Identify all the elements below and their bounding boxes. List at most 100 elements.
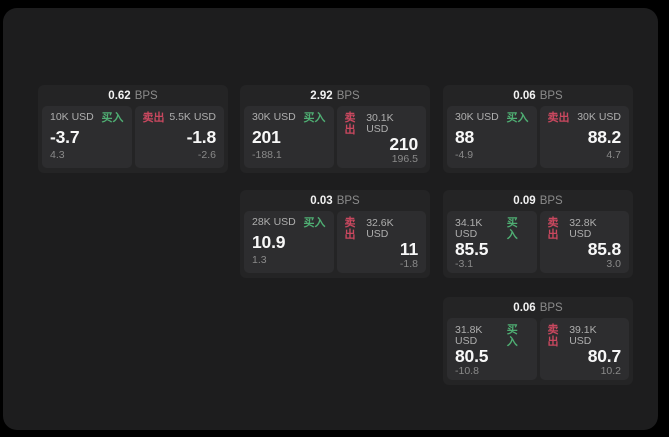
quote-tiles: 31.8K USD 买入 80.5 -10.8 卖出 39.1K USD 80.…	[443, 318, 633, 380]
buy-change-value: -188.1	[252, 149, 282, 162]
spread-card: 0.06 BPS 31.8K USD 买入 80.5 -10.8 卖出 39.1…	[443, 297, 633, 385]
sell-change-value: 196.5	[391, 152, 418, 165]
buy-size-label: 34.1K USD	[455, 216, 483, 241]
buy-size-label: 31.8K USD	[455, 323, 483, 348]
sell-top-row: 卖出 39.1K USD	[548, 324, 622, 348]
bps-unit-label: BPS	[336, 194, 360, 207]
bps-value: 0.06	[513, 301, 536, 314]
quote-tiles: 30K USD 买入 88 -4.9 卖出 30K USD 88.2 4.7	[443, 106, 633, 168]
buy-top-row: 28K USD 买入	[252, 217, 326, 229]
spread-card: 0.06 BPS 30K USD 买入 88 -4.9 卖出 30K USD 8…	[443, 85, 633, 173]
buy-price-value: -3.7	[50, 126, 80, 147]
spread-card: 0.62 BPS 10K USD 买入 -3.7 4.3 卖出 5.5K USD…	[38, 85, 228, 173]
sell-size-label: 39.1K USD	[569, 323, 597, 348]
bps-value: 0.62	[108, 89, 131, 102]
buy-change-value: 4.3	[50, 149, 65, 162]
main-panel: 0.62 BPS 10K USD 买入 -3.7 4.3 卖出 5.5K USD…	[3, 8, 658, 430]
buy-quote-tile[interactable]: 28K USD 买入 10.9 1.3	[244, 211, 334, 273]
buy-price-value: 85.5	[455, 239, 489, 260]
buy-quote-tile[interactable]: 10K USD 买入 -3.7 4.3	[42, 106, 132, 168]
buy-change-value: 1.3	[252, 254, 267, 267]
buy-top-row: 30K USD 买入	[455, 112, 529, 124]
sell-size-label: 32.6K USD	[366, 216, 394, 241]
buy-price-value: 80.5	[455, 346, 489, 367]
sell-quote-tile[interactable]: 卖出 32.6K USD 11 -1.8	[336, 211, 426, 273]
bps-header: 0.06 BPS	[443, 297, 633, 318]
buy-action-label: 买入	[303, 217, 326, 229]
buy-change-value: -4.9	[455, 149, 474, 162]
sell-top-row: 卖出 30K USD	[548, 112, 622, 124]
sell-action-label: 卖出	[547, 324, 559, 349]
sell-top-row: 卖出 32.6K USD	[345, 217, 419, 241]
bps-header: 0.03 BPS	[240, 190, 430, 211]
spread-card: 2.92 BPS 30K USD 买入 201 -188.1 卖出 30.1K …	[240, 85, 430, 173]
sell-price-value: -1.8	[186, 126, 217, 147]
bps-value: 0.03	[310, 194, 333, 207]
buy-action-label: 买入	[506, 112, 529, 124]
sell-top-row: 卖出 32.8K USD	[548, 217, 622, 241]
buy-size-label: 30K USD	[455, 111, 499, 124]
sell-price-value: 210	[389, 134, 418, 155]
sell-size-label: 32.8K USD	[569, 216, 597, 241]
buy-top-row: 30K USD 买入	[252, 112, 326, 124]
buy-size-label: 28K USD	[252, 216, 296, 229]
bps-unit-label: BPS	[539, 194, 563, 207]
buy-top-row: 31.8K USD 买入	[455, 324, 529, 348]
sell-quote-tile[interactable]: 卖出 5.5K USD -1.8 -2.6	[134, 106, 224, 168]
buy-action-label: 买入	[506, 324, 518, 349]
buy-action-label: 买入	[506, 217, 518, 242]
sell-change-value: 10.2	[600, 364, 621, 377]
bps-header: 0.06 BPS	[443, 85, 633, 106]
sell-quote-tile[interactable]: 卖出 39.1K USD 80.7 10.2	[539, 318, 629, 380]
buy-quote-tile[interactable]: 30K USD 买入 201 -188.1	[244, 106, 334, 168]
sell-change-value: -1.8	[399, 257, 418, 270]
buy-top-row: 10K USD 买入	[50, 112, 124, 124]
sell-size-label: 30.1K USD	[366, 111, 394, 136]
buy-action-label: 买入	[303, 112, 326, 124]
buy-action-label: 买入	[101, 112, 124, 124]
sell-price-value: 11	[399, 239, 418, 260]
sell-price-value: 88.2	[587, 126, 621, 147]
bps-header: 2.92 BPS	[240, 85, 430, 106]
bps-unit-label: BPS	[336, 89, 360, 102]
sell-price-value: 85.8	[587, 239, 621, 260]
buy-quote-tile[interactable]: 34.1K USD 买入 85.5 -3.1	[447, 211, 537, 273]
bps-value: 0.06	[513, 89, 536, 102]
buy-change-value: -3.1	[455, 257, 474, 270]
bps-unit-label: BPS	[539, 89, 563, 102]
buy-price-value: 201	[252, 126, 281, 147]
sell-top-row: 卖出 5.5K USD	[143, 112, 217, 124]
buy-size-label: 30K USD	[252, 111, 296, 124]
sell-top-row: 卖出 30.1K USD	[345, 112, 419, 136]
quote-tiles: 10K USD 买入 -3.7 4.3 卖出 5.5K USD -1.8 -2.…	[38, 106, 228, 168]
bps-header: 0.09 BPS	[443, 190, 633, 211]
buy-change-value: -10.8	[455, 364, 479, 377]
buy-size-label: 10K USD	[50, 111, 94, 124]
sell-change-value: -2.6	[197, 149, 216, 162]
sell-action-label: 卖出	[344, 217, 356, 242]
quote-tiles: 28K USD 买入 10.9 1.3 卖出 32.6K USD 11 -1.8	[240, 211, 430, 273]
quote-tiles: 34.1K USD 买入 85.5 -3.1 卖出 32.8K USD 85.8…	[443, 211, 633, 273]
sell-size-label: 5.5K USD	[169, 111, 216, 124]
sell-quote-tile[interactable]: 卖出 30.1K USD 210 196.5	[336, 106, 426, 168]
sell-action-label: 卖出	[142, 112, 165, 124]
sell-quote-tile[interactable]: 卖出 32.8K USD 85.8 3.0	[539, 211, 629, 273]
quote-tiles: 30K USD 买入 201 -188.1 卖出 30.1K USD 210 1…	[240, 106, 430, 168]
spread-card: 0.03 BPS 28K USD 买入 10.9 1.3 卖出 32.6K US…	[240, 190, 430, 278]
buy-price-value: 88	[455, 126, 475, 147]
spread-card: 0.09 BPS 34.1K USD 买入 85.5 -3.1 卖出 32.8K…	[443, 190, 633, 278]
buy-quote-tile[interactable]: 31.8K USD 买入 80.5 -10.8	[447, 318, 537, 380]
sell-size-label: 30K USD	[577, 111, 621, 124]
bps-unit-label: BPS	[539, 301, 563, 314]
sell-price-value: 80.7	[587, 346, 621, 367]
bps-unit-label: BPS	[134, 89, 158, 102]
sell-change-value: 4.7	[606, 149, 621, 162]
sell-action-label: 卖出	[547, 112, 570, 124]
buy-quote-tile[interactable]: 30K USD 买入 88 -4.9	[447, 106, 537, 168]
sell-action-label: 卖出	[344, 112, 356, 137]
bps-value: 2.92	[310, 89, 333, 102]
sell-quote-tile[interactable]: 卖出 30K USD 88.2 4.7	[539, 106, 629, 168]
buy-price-value: 10.9	[252, 231, 286, 252]
bps-header: 0.62 BPS	[38, 85, 228, 106]
sell-change-value: 3.0	[606, 257, 621, 270]
